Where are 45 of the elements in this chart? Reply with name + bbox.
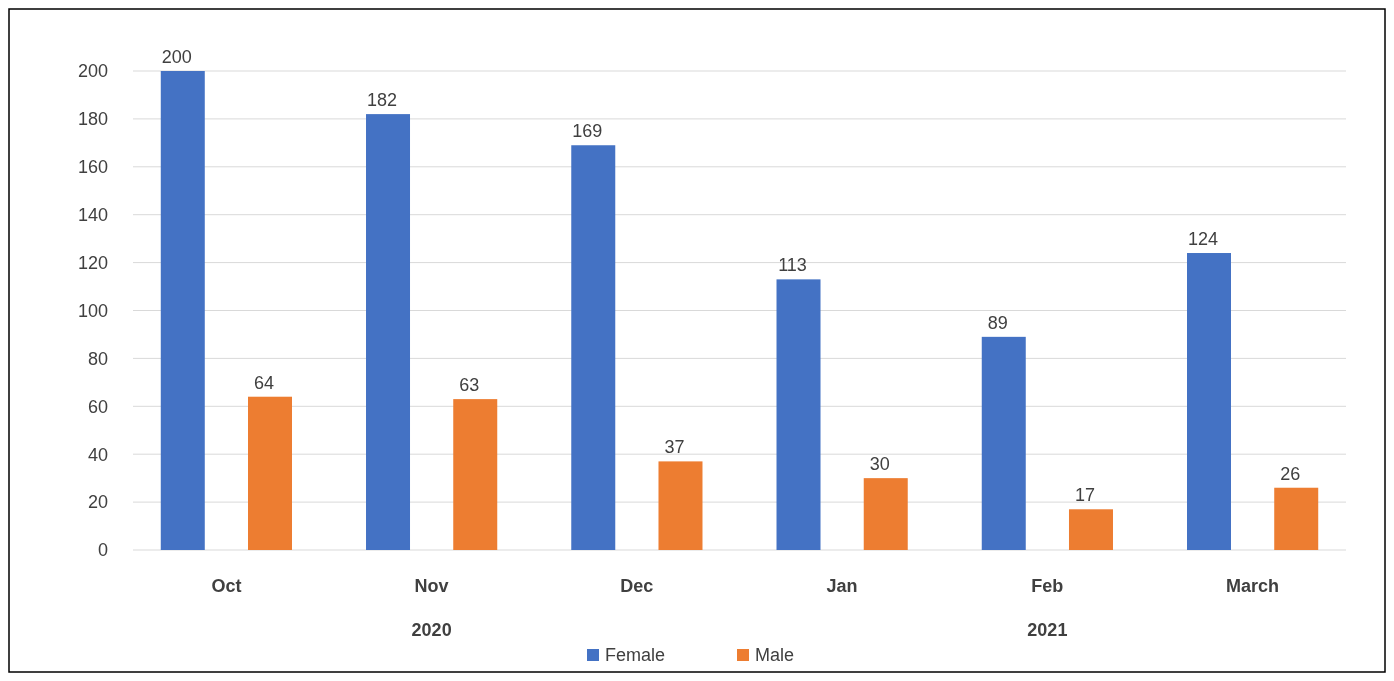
data-label: 200 <box>161 47 192 67</box>
data-label: 63 <box>459 375 480 396</box>
y-tick-label: 80 <box>87 348 108 369</box>
bar <box>1187 253 1231 550</box>
data-label: 169 <box>572 121 603 142</box>
y-tick-label: 20 <box>87 492 108 513</box>
bar <box>571 145 616 550</box>
bar <box>776 279 821 550</box>
bar <box>1068 509 1113 550</box>
bar <box>453 399 498 550</box>
bar <box>160 71 205 550</box>
x-tick-label: Oct <box>211 576 242 596</box>
data-label: 89 <box>987 312 1008 333</box>
y-tick-label: 200 <box>77 61 108 82</box>
data-label: 113 <box>778 255 807 276</box>
x-tick-label: March <box>1226 576 1280 596</box>
y-tick-label: 180 <box>77 109 108 130</box>
data-label: 182 <box>366 90 398 111</box>
x-tick-label: Dec <box>620 576 654 596</box>
x-tick-label: Nov <box>414 576 449 596</box>
bar <box>981 336 1026 550</box>
bar <box>248 396 292 550</box>
y-tick-label: 140 <box>77 205 108 225</box>
text: 2021 <box>1027 620 1068 640</box>
bar <box>366 114 411 550</box>
data-label: 26 <box>1280 463 1301 484</box>
text: 2020 <box>411 620 452 640</box>
y-tick-label: 60 <box>87 396 108 417</box>
x-tick-label: Feb <box>1031 576 1064 596</box>
data-label: 30 <box>869 454 890 475</box>
y-tick-label: 0 <box>97 540 108 561</box>
data-label: 17 <box>1074 485 1095 506</box>
legend-label: Male <box>755 645 795 665</box>
x-tick-label: Jan <box>826 576 858 596</box>
legend-label: Female <box>605 645 666 665</box>
y-tick-label: 160 <box>77 157 108 178</box>
y-tick-label: 40 <box>87 444 108 465</box>
y-tick-label: 100 <box>77 300 108 321</box>
y-tick-label: 120 <box>77 252 108 273</box>
data-label: 124 <box>1187 229 1219 250</box>
bar <box>1274 487 1319 550</box>
bar <box>863 478 908 550</box>
data-label: 64 <box>253 372 275 393</box>
bar <box>658 461 703 550</box>
data-label: 37 <box>664 437 685 458</box>
